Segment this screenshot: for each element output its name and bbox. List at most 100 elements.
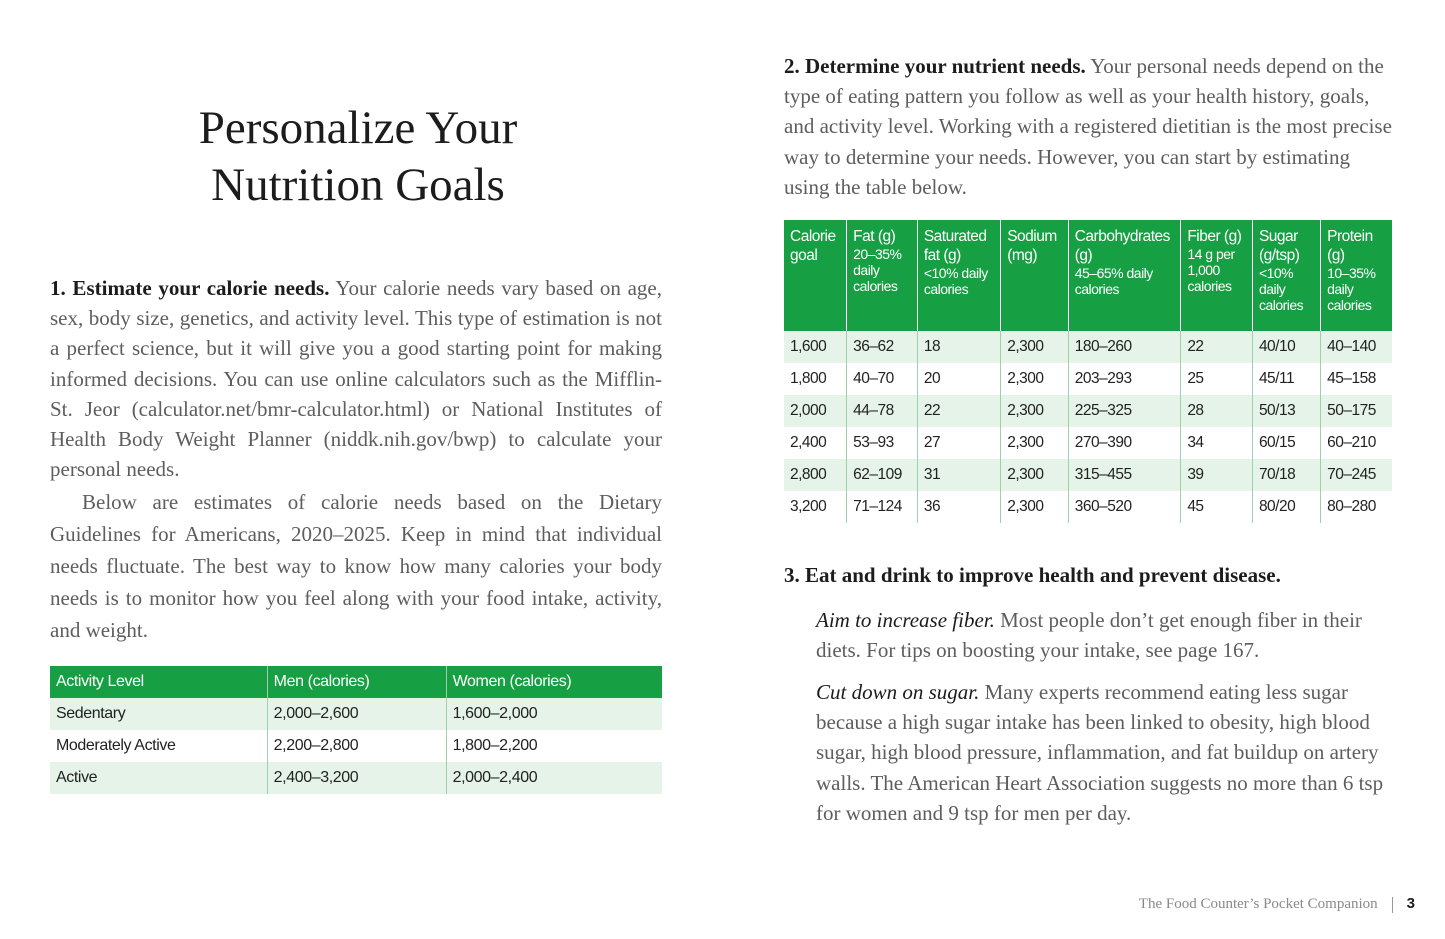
table-cell: 50/13 [1251, 395, 1321, 427]
table-cell: 2,400–3,200 [266, 762, 447, 794]
body-text: Your calorie needs vary based on age, se… [50, 276, 662, 482]
table-cell: 2,300 [1000, 459, 1069, 491]
table-cell: 62–109 [846, 459, 918, 491]
table-cell: 2,300 [1000, 491, 1069, 523]
table-row: 2,000 44–78 22 2,300 225–325 28 50/13 50–175 [784, 395, 1392, 427]
table-cell: 180–260 [1067, 331, 1181, 363]
table-cell: 36 [916, 491, 1001, 523]
header-name: Calorie goal [790, 228, 836, 264]
table-cell: 71–124 [846, 491, 918, 523]
table-cell: 203–293 [1067, 363, 1181, 395]
footer: The Food Counter’s Pocket Companion 3 [1139, 895, 1415, 913]
section-heading: 1. Estimate your calorie needs. [50, 276, 330, 300]
table-cell: 80/20 [1251, 491, 1321, 523]
table-cell: 2,400 [790, 434, 827, 451]
table-row: Moderately Active 2,200–2,800 1,800–2,200 [50, 730, 662, 762]
section-2: 2. Determine your nutrient needs. Your p… [784, 51, 1395, 202]
table-cell: 80–280 [1320, 491, 1392, 523]
table-cell: 40/10 [1251, 331, 1321, 363]
table-cell: 40–70 [846, 363, 918, 395]
table-cell: 31 [916, 459, 1001, 491]
table-cell: 22 [1180, 331, 1253, 363]
table-cell: 22 [916, 395, 1001, 427]
tip: Cut down on sugar. Many experts recommen… [816, 677, 1396, 828]
table-cell: 1,800–2,200 [445, 730, 662, 762]
header-cell: Fiber (g) 14 g per 1,000 calories [1180, 220, 1253, 331]
table-row: 2,800 62–109 31 2,300 315–455 39 70/18 70–245 [784, 459, 1392, 491]
page-number: 3 [1406, 895, 1415, 912]
section-heading: 3. Eat and drink to improve health and p… [784, 563, 1281, 587]
table-cell: 225–325 [1067, 395, 1181, 427]
header-note: <10% daily calories [1258, 265, 1304, 313]
table-cell: 315–455 [1067, 459, 1181, 491]
table-cell: 18 [916, 331, 1001, 363]
header-note: 20–35% daily calories [853, 246, 902, 294]
separator [1391, 896, 1393, 913]
nutrient-table: Calorie goal Fat (g) 20–35% daily calories… [784, 220, 1392, 523]
tip-text: Most people don’t get enough fiber in th… [816, 608, 1362, 663]
header-note: 45–65% daily calories [1074, 265, 1154, 297]
table-cell: 1,800 [790, 370, 827, 387]
title-line: Nutrition Goals [211, 159, 505, 211]
table-cell: 270–390 [1067, 427, 1181, 459]
table-cell: 60/15 [1251, 427, 1321, 459]
table-cell: 2,200–2,800 [266, 730, 447, 762]
book-title: The Food Counter’s Pocket Companion [1138, 896, 1378, 912]
header-cell: Sugar (g/tsp) <10% daily calories [1251, 220, 1321, 331]
header-row: Calorie goal Fat (g) 20–35% daily calories… [784, 220, 1392, 331]
table-cell: 2,000 [784, 395, 847, 427]
table-cell: 70–245 [1320, 459, 1392, 491]
table-cell: 2,000–2,400 [445, 762, 662, 794]
header-cell: Calorie goal [784, 220, 847, 331]
table-cell: 2,300 [1000, 427, 1069, 459]
table-cell: 2,000–2,600 [266, 698, 447, 730]
header-name: Sodium (mg) [1007, 228, 1057, 264]
header-cell: Fat (g) 20–35% daily calories [846, 220, 918, 331]
table-cell: 40–140 [1320, 331, 1392, 363]
section-heading: 2. Determine your nutrient needs. [784, 54, 1086, 78]
table-cell: 27 [916, 427, 1001, 459]
table-cell: 70/18 [1251, 459, 1321, 491]
table-cell: 34 [1180, 427, 1253, 459]
header-note: 14 g per 1,000 calories [1187, 246, 1235, 294]
table-row: 1,600 36–62 18 2,300 180–260 22 40/10 40–140 [784, 331, 1392, 363]
table-cell: 36–62 [846, 331, 918, 363]
table-cell: 45 [1180, 491, 1253, 523]
section-1: 1. Estimate your calorie needs. Your cal… [50, 273, 662, 646]
header-name: Fiber (g) [1187, 228, 1242, 245]
table-cell: Active [50, 762, 268, 794]
table-cell: 2,800 [784, 459, 847, 491]
header-name: Carbohydrates (g) [1074, 228, 1171, 264]
table-row: Sedentary 2,000–2,600 1,600–2,000 [50, 698, 662, 730]
table-cell: Moderately Active [56, 737, 176, 754]
header-cell: Saturated fat (g) <10% daily calories [916, 220, 1001, 331]
table-cell: 1,600–2,000 [445, 698, 662, 730]
header-note: 10–35% daily calories [1327, 265, 1376, 313]
header-row: Activity Level Men (calories) Women (calor… [50, 666, 662, 698]
tip-lead: Aim to increase fiber. [816, 608, 995, 632]
table-row: 3,200 71–124 36 2,300 360–520 45 80/20 80–280 [784, 491, 1392, 523]
table-cell: 1,600 [784, 331, 847, 363]
body-text: Your personal needs depend on the type o… [784, 54, 1392, 199]
header-note: <10% daily calories [923, 265, 988, 297]
table-cell: 28 [1180, 395, 1253, 427]
paragraph: Below are estimates of calorie needs bas… [50, 490, 662, 643]
table-cell: 39 [1180, 459, 1253, 491]
title-line: Personalize Your [198, 102, 518, 154]
page-title: Personalize Your Nutrition Goals [50, 100, 666, 214]
tip-text: Many experts recommend eating less sugar… [816, 680, 1384, 825]
table-cell: 2,300 [1000, 395, 1069, 427]
table-row: Active 2,400–3,200 2,000–2,400 [50, 762, 662, 794]
table-cell: 2,300 [1000, 363, 1069, 395]
table-cell: 53–93 [846, 427, 918, 459]
table-row: 1,800 40–70 20 2,300 203–293 25 45/11 45–158 [784, 363, 1392, 395]
table-cell: 45–158 [1320, 363, 1392, 395]
table-cell: 60–210 [1320, 427, 1392, 459]
table-cell: 2,300 [1000, 331, 1069, 363]
header-name: Saturated fat (g) [923, 228, 987, 264]
table-cell: 50–175 [1320, 395, 1392, 427]
header-name: Sugar (g/tsp) [1258, 228, 1300, 264]
tip-lead: Cut down on sugar. [816, 680, 980, 704]
